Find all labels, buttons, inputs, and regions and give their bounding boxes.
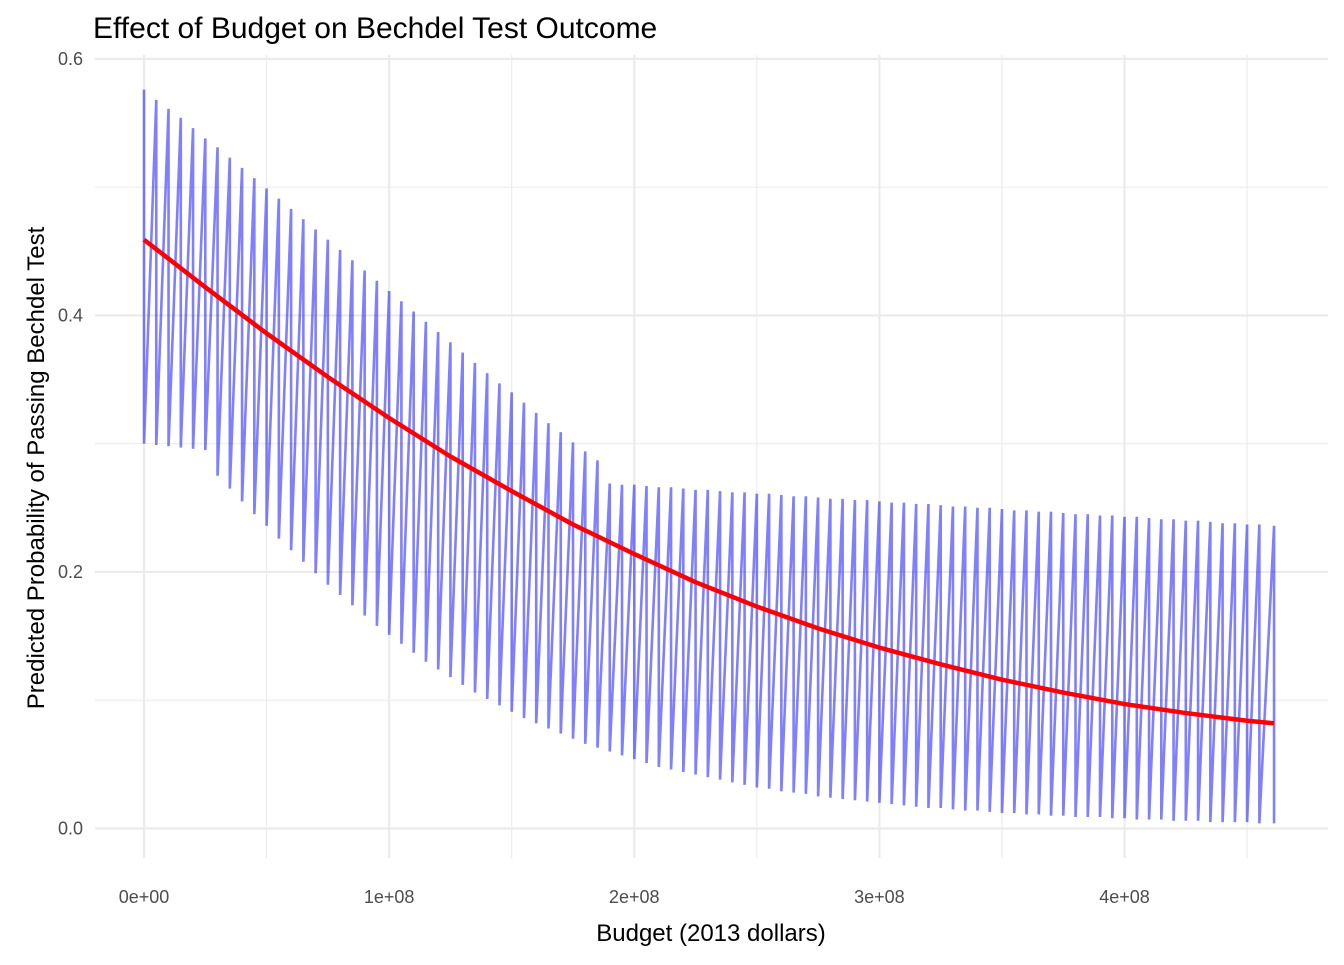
x-tick-label: 0e+00 xyxy=(119,887,170,907)
x-tick-label: 4e+08 xyxy=(1099,887,1150,907)
confidence-interval-line xyxy=(142,89,1276,824)
y-axis-title: Predicted Probability of Passing Bechdel… xyxy=(23,226,50,709)
confidence-interval-layer xyxy=(142,89,1276,824)
x-tick-label: 2e+08 xyxy=(609,887,660,907)
y-tick-label: 0.2 xyxy=(58,562,83,582)
y-tick-label: 0.0 xyxy=(58,818,83,838)
chart-title: Effect of Budget on Bechdel Test Outcome xyxy=(93,12,657,45)
x-axis-title: Budget (2013 dollars) xyxy=(596,920,825,947)
x-tick-label: 3e+08 xyxy=(854,887,905,907)
y-tick-label: 0.4 xyxy=(58,305,83,325)
x-tick-label: 1e+08 xyxy=(364,887,415,907)
y-tick-label: 0.6 xyxy=(58,49,83,69)
fitted-probability-line xyxy=(142,237,1275,726)
fitted-line-layer xyxy=(142,237,1275,726)
tick-labels-layer: 0e+00 1e+08 2e+08 3e+08 4e+08 0.0 0.2 0.4 0.6 xyxy=(58,49,1150,907)
